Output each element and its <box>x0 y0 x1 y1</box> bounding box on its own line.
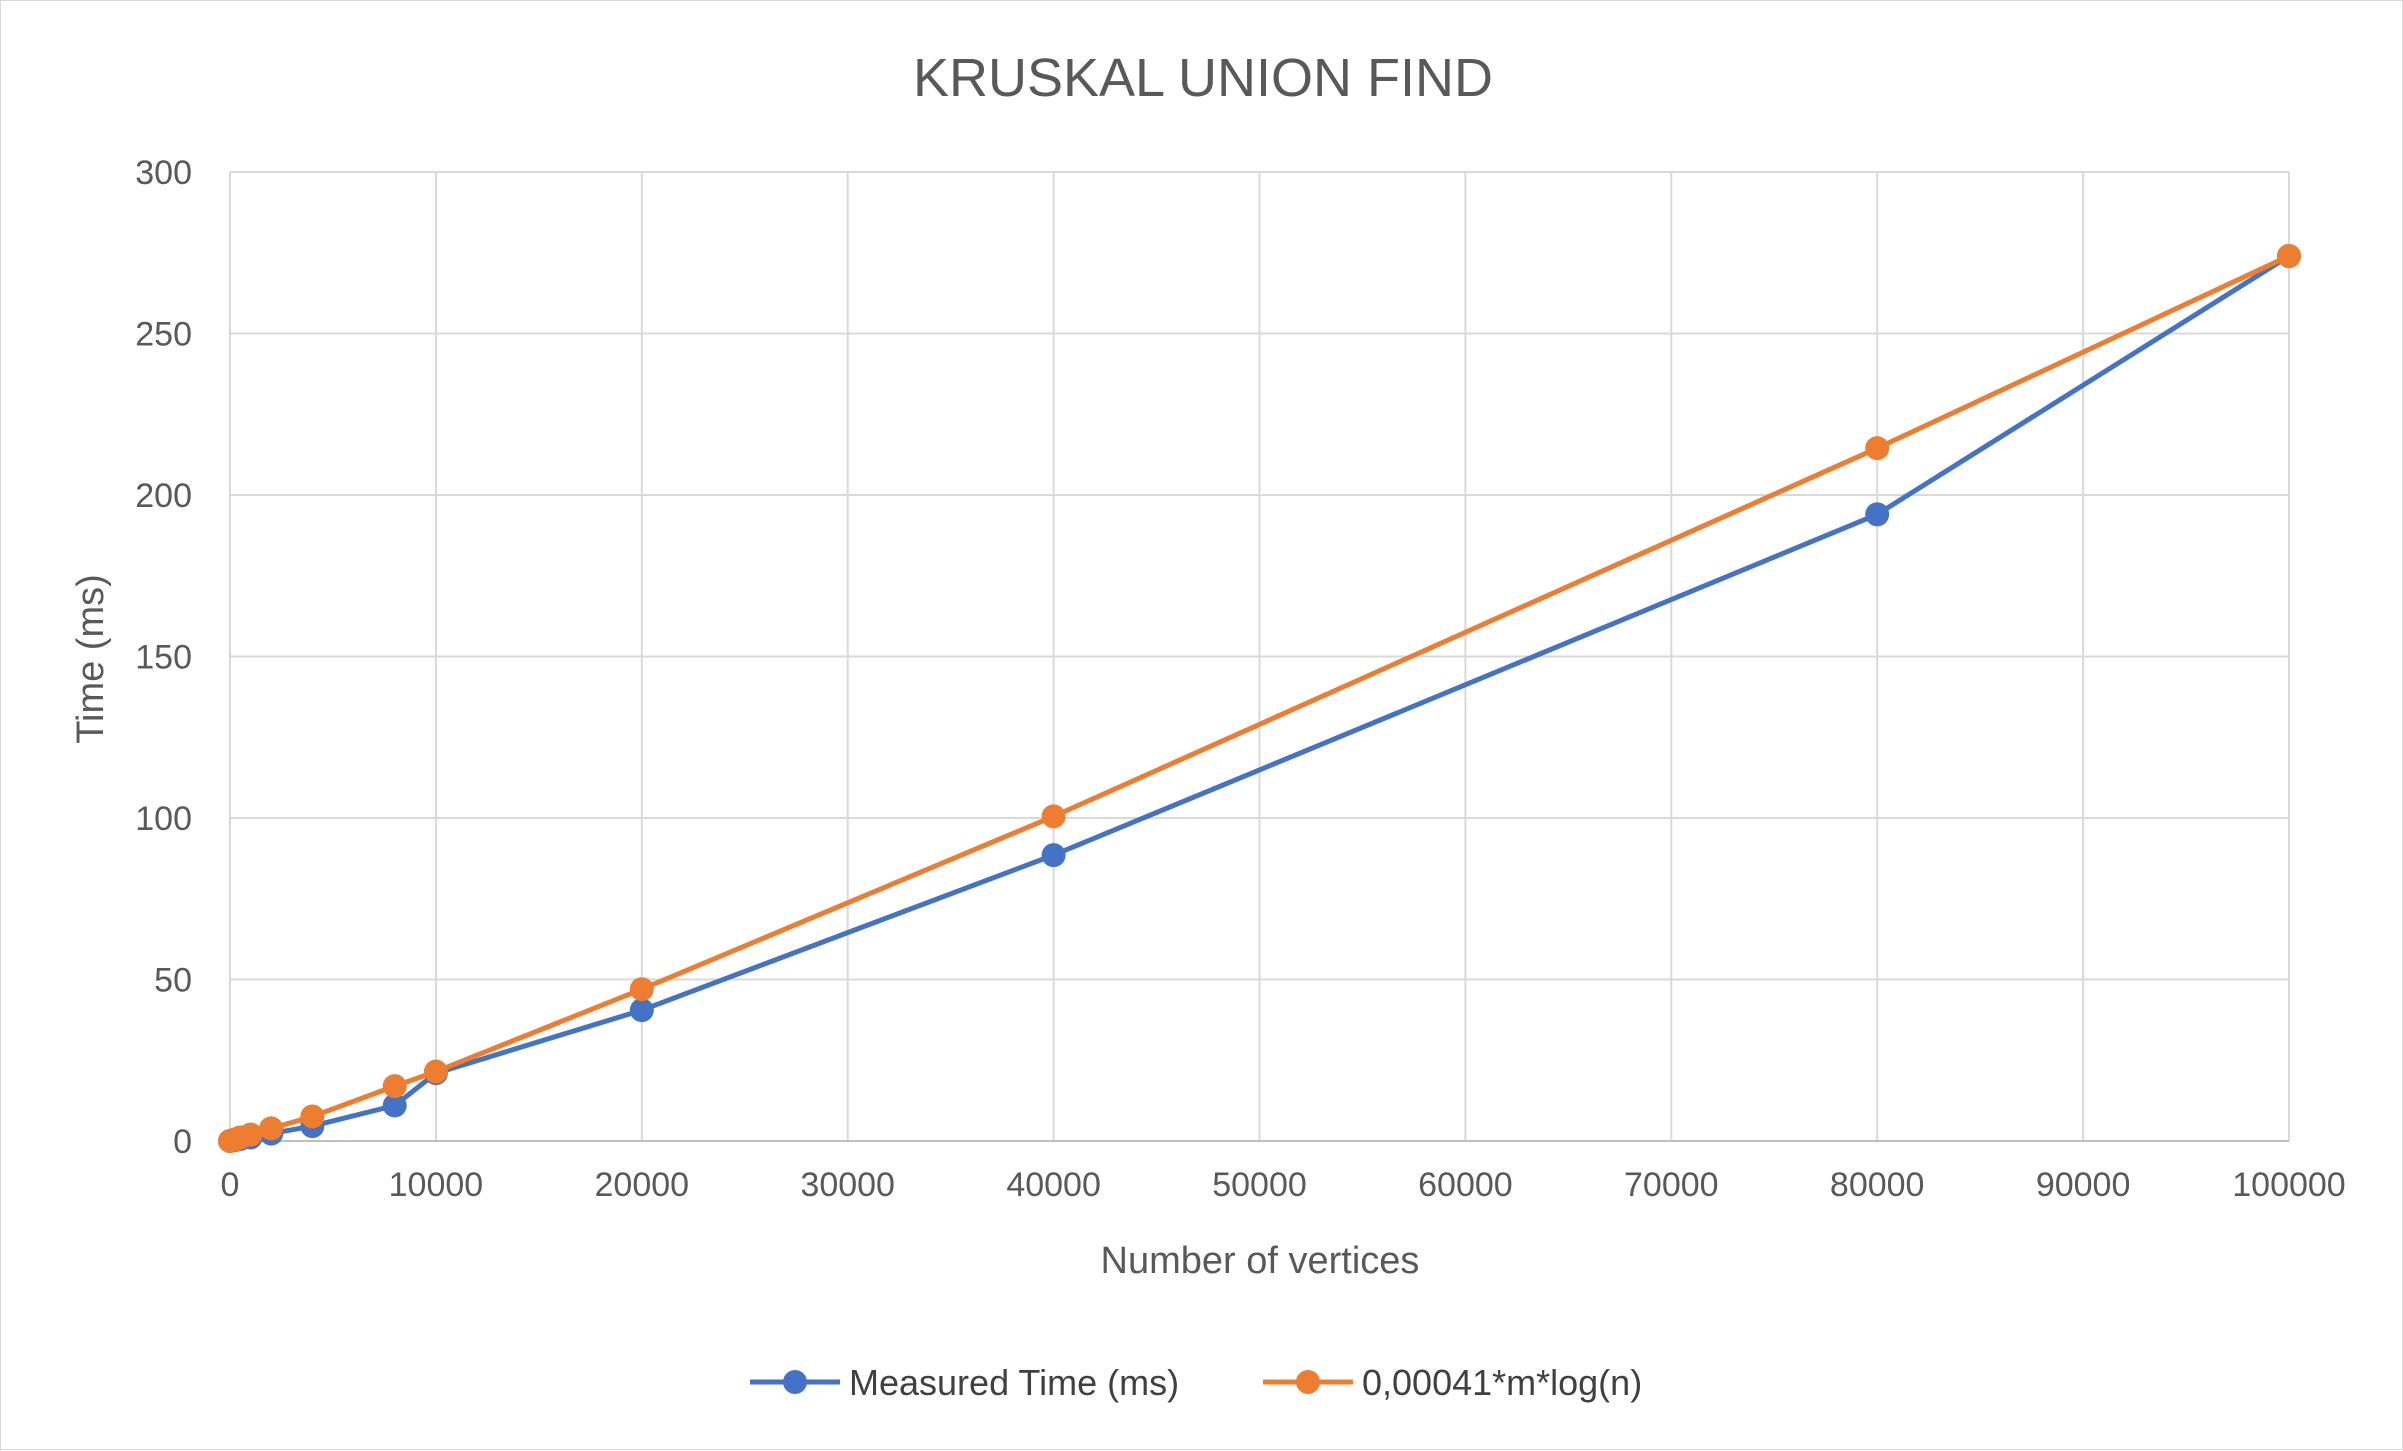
x-tick-label: 30000 <box>800 1166 895 1204</box>
y-tick-label: 100 <box>135 800 192 838</box>
data-point[interactable] <box>1041 843 1066 868</box>
x-tick-label: 60000 <box>1418 1166 1513 1204</box>
y-tick-label: 200 <box>135 477 192 515</box>
y-tick-label: 0 <box>173 1123 192 1161</box>
data-point[interactable] <box>382 1093 407 1118</box>
legend-label-model: 0,00041*m*log(n) <box>1362 1362 1642 1403</box>
x-tick-label: 10000 <box>389 1166 484 1204</box>
legend-marker-model <box>1296 1370 1320 1394</box>
data-point[interactable] <box>1865 502 1890 527</box>
x-tick-label: 90000 <box>2036 1166 2131 1204</box>
legend-label-measured: Measured Time (ms) <box>849 1362 1179 1403</box>
x-tick-labels: 0 10000 20000 30000 40000 50000 60000 70000 8000… <box>221 1166 2346 1204</box>
series-model <box>218 243 2301 1153</box>
data-point[interactable] <box>259 1116 284 1141</box>
y-tick-label: 150 <box>135 639 192 677</box>
data-point[interactable] <box>300 1104 325 1129</box>
x-tick-label: 0 <box>221 1166 240 1204</box>
data-point[interactable] <box>382 1074 407 1099</box>
x-tick-label: 100000 <box>2232 1166 2345 1204</box>
y-axis-title: Time (ms) <box>70 574 112 744</box>
x-tick-label: 50000 <box>1212 1166 1307 1204</box>
series-layer <box>218 243 2301 1153</box>
legend: Measured Time (ms) 0,00041*m*log(n) <box>750 1362 1642 1403</box>
y-tick-labels: 0 50 100 150 200 250 300 <box>135 154 192 1161</box>
data-point[interactable] <box>1041 804 1066 829</box>
x-tick-label: 70000 <box>1624 1166 1719 1204</box>
data-point[interactable] <box>629 998 654 1023</box>
x-axis-title: Number of vertices <box>1101 1240 1420 1282</box>
grid <box>229 171 2290 1141</box>
legend-item-model[interactable]: 0,00041*m*log(n) <box>1263 1362 1642 1403</box>
legend-item-measured[interactable]: Measured Time (ms) <box>750 1362 1179 1403</box>
data-point[interactable] <box>238 1122 263 1147</box>
y-tick-label: 50 <box>154 962 192 1000</box>
legend-marker-measured <box>783 1370 807 1394</box>
x-tick-label: 20000 <box>595 1166 690 1204</box>
y-tick-label: 300 <box>135 154 192 192</box>
data-point[interactable] <box>2277 243 2301 268</box>
x-tick-label: 40000 <box>1006 1166 1101 1204</box>
data-point[interactable] <box>1865 436 1890 461</box>
y-tick-label: 250 <box>135 316 192 354</box>
x-tick-label: 80000 <box>1830 1166 1925 1204</box>
data-point[interactable] <box>423 1059 448 1084</box>
chart-title: KRUSKAL UNION FIND <box>913 48 1493 108</box>
data-point[interactable] <box>629 977 654 1002</box>
